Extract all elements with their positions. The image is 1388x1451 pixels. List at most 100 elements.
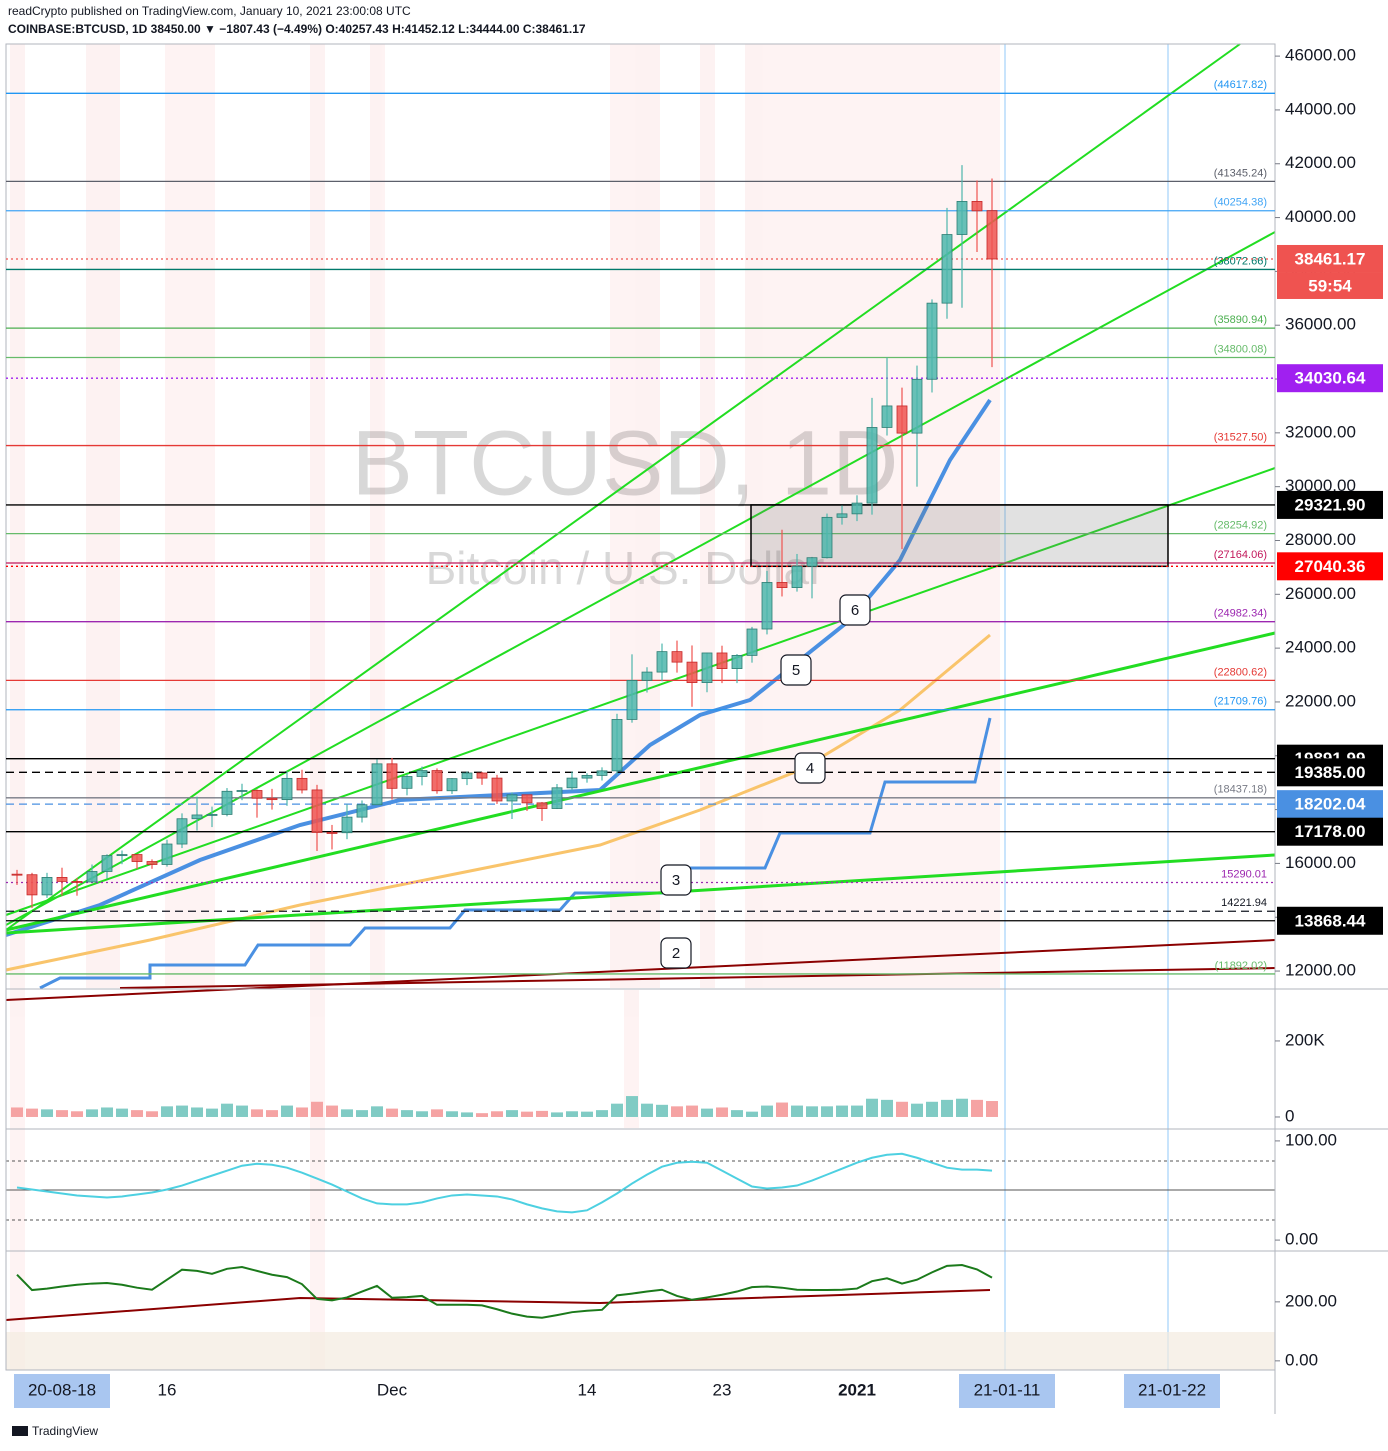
candle-body xyxy=(491,777,503,802)
volume-bar xyxy=(56,1110,68,1117)
volume-bar xyxy=(476,1113,488,1117)
price-badge-label: 18202.04 xyxy=(1295,795,1366,814)
volume-bar xyxy=(821,1106,833,1117)
watermark-subtitle: Bitcoin / U.S. Dollar xyxy=(426,542,825,594)
volume-bar xyxy=(311,1101,323,1117)
trend-line xyxy=(5,43,1241,931)
candle-body xyxy=(611,719,623,772)
volume-bar xyxy=(806,1106,818,1117)
candle-body xyxy=(476,772,488,779)
price-badge-label: 34030.64 xyxy=(1295,369,1366,388)
x-tick-label: 2021 xyxy=(838,1380,876,1399)
x-label-highlight xyxy=(1124,1374,1220,1408)
candle-body xyxy=(296,777,308,791)
watermark-title: BTCUSD, 1D xyxy=(352,412,899,514)
header-line1: readCrypto published on TradingView.com,… xyxy=(8,4,411,18)
candle-body xyxy=(521,794,533,804)
indicator-average xyxy=(5,1289,991,1321)
y-tick-label: 44000.00 xyxy=(1285,99,1356,118)
candle-body xyxy=(551,787,563,809)
candle-body xyxy=(536,802,548,809)
level-label: (27164.06) xyxy=(1214,549,1267,561)
moving-average xyxy=(5,398,992,937)
volume-bar xyxy=(371,1106,383,1117)
price-badge-label: 38461.17 xyxy=(1295,249,1366,268)
level-label: (40254.38) xyxy=(1214,197,1267,209)
candle-body xyxy=(926,302,938,380)
y-tick-label: 12000.00 xyxy=(1285,961,1356,980)
volume-bar xyxy=(506,1110,518,1117)
annotation-bubble xyxy=(660,864,692,896)
candle-body xyxy=(716,652,728,669)
price-badge xyxy=(1277,552,1383,581)
candle-body xyxy=(731,654,743,669)
candle-body xyxy=(806,557,818,567)
indicator-line xyxy=(16,1152,993,1214)
candle-body xyxy=(146,861,158,865)
candle-body xyxy=(656,651,668,673)
countdown: 59:54 xyxy=(1308,276,1352,295)
volume-bar xyxy=(971,1099,983,1117)
candle-body xyxy=(791,565,803,588)
band xyxy=(700,44,715,988)
volume-bar xyxy=(236,1105,248,1117)
y-tick-label: 0.00 xyxy=(1285,1230,1318,1249)
volume-bar xyxy=(101,1107,113,1117)
volume-bar xyxy=(641,1103,653,1117)
price-badge-label: 27040.36 xyxy=(1295,557,1366,576)
level-label: (28254.92) xyxy=(1214,520,1267,532)
candle-body xyxy=(851,502,863,515)
y-tick-label: 40000.00 xyxy=(1285,207,1356,226)
band xyxy=(10,44,25,1370)
trend-line xyxy=(119,967,1276,989)
volume-bar xyxy=(716,1107,728,1117)
volume-bar xyxy=(71,1111,83,1117)
level-label: (11892.02) xyxy=(1215,960,1267,972)
candle-body xyxy=(881,405,893,428)
volume-bar xyxy=(671,1106,683,1117)
price-badge xyxy=(1277,490,1383,519)
annotation-bubble xyxy=(839,594,871,626)
volume-bar xyxy=(296,1107,308,1117)
zone-box xyxy=(750,504,1169,568)
price-badge xyxy=(1277,790,1383,819)
y-tick-label: 200.00 xyxy=(1285,1291,1337,1310)
candle-body xyxy=(341,816,353,834)
annotation-bubble xyxy=(780,654,812,686)
price-badge xyxy=(1277,758,1383,787)
volume-bar xyxy=(791,1105,803,1117)
candle-body xyxy=(641,671,653,681)
candle-body xyxy=(581,775,593,779)
price-badge-label: 13868.44 xyxy=(1295,911,1366,930)
session-bands xyxy=(10,44,1000,1370)
candle-body xyxy=(956,201,968,235)
volume-bar xyxy=(131,1110,143,1117)
candle-body xyxy=(356,804,368,818)
volume-bar xyxy=(11,1107,23,1117)
volume-bar xyxy=(446,1111,458,1117)
level-label: (44617.82) xyxy=(1214,79,1267,91)
volume-bar xyxy=(536,1110,548,1117)
volume-bar xyxy=(431,1109,443,1117)
levels: (44617.82) (41345.24) (40254.38) (38072.66)… xyxy=(6,79,1275,975)
volume-bar xyxy=(221,1103,233,1117)
y-tick-label: 26000.00 xyxy=(1285,584,1356,603)
price-badge-label: 17178.00 xyxy=(1295,822,1366,841)
volume-bar xyxy=(416,1111,428,1117)
candle-body xyxy=(266,797,278,801)
volume-bar xyxy=(521,1111,533,1117)
price-badge xyxy=(1277,817,1383,846)
candle-body xyxy=(461,772,473,780)
y-tick-label: 200K xyxy=(1285,1030,1325,1049)
x-tick-label: 23 xyxy=(713,1380,732,1399)
volume-bar xyxy=(161,1106,173,1117)
candle-body xyxy=(131,854,143,862)
candle-body xyxy=(386,763,398,789)
band xyxy=(86,44,120,988)
candle-body xyxy=(221,790,233,815)
candle-body xyxy=(566,777,578,789)
countdown-badge xyxy=(1277,272,1383,299)
band xyxy=(165,44,215,988)
